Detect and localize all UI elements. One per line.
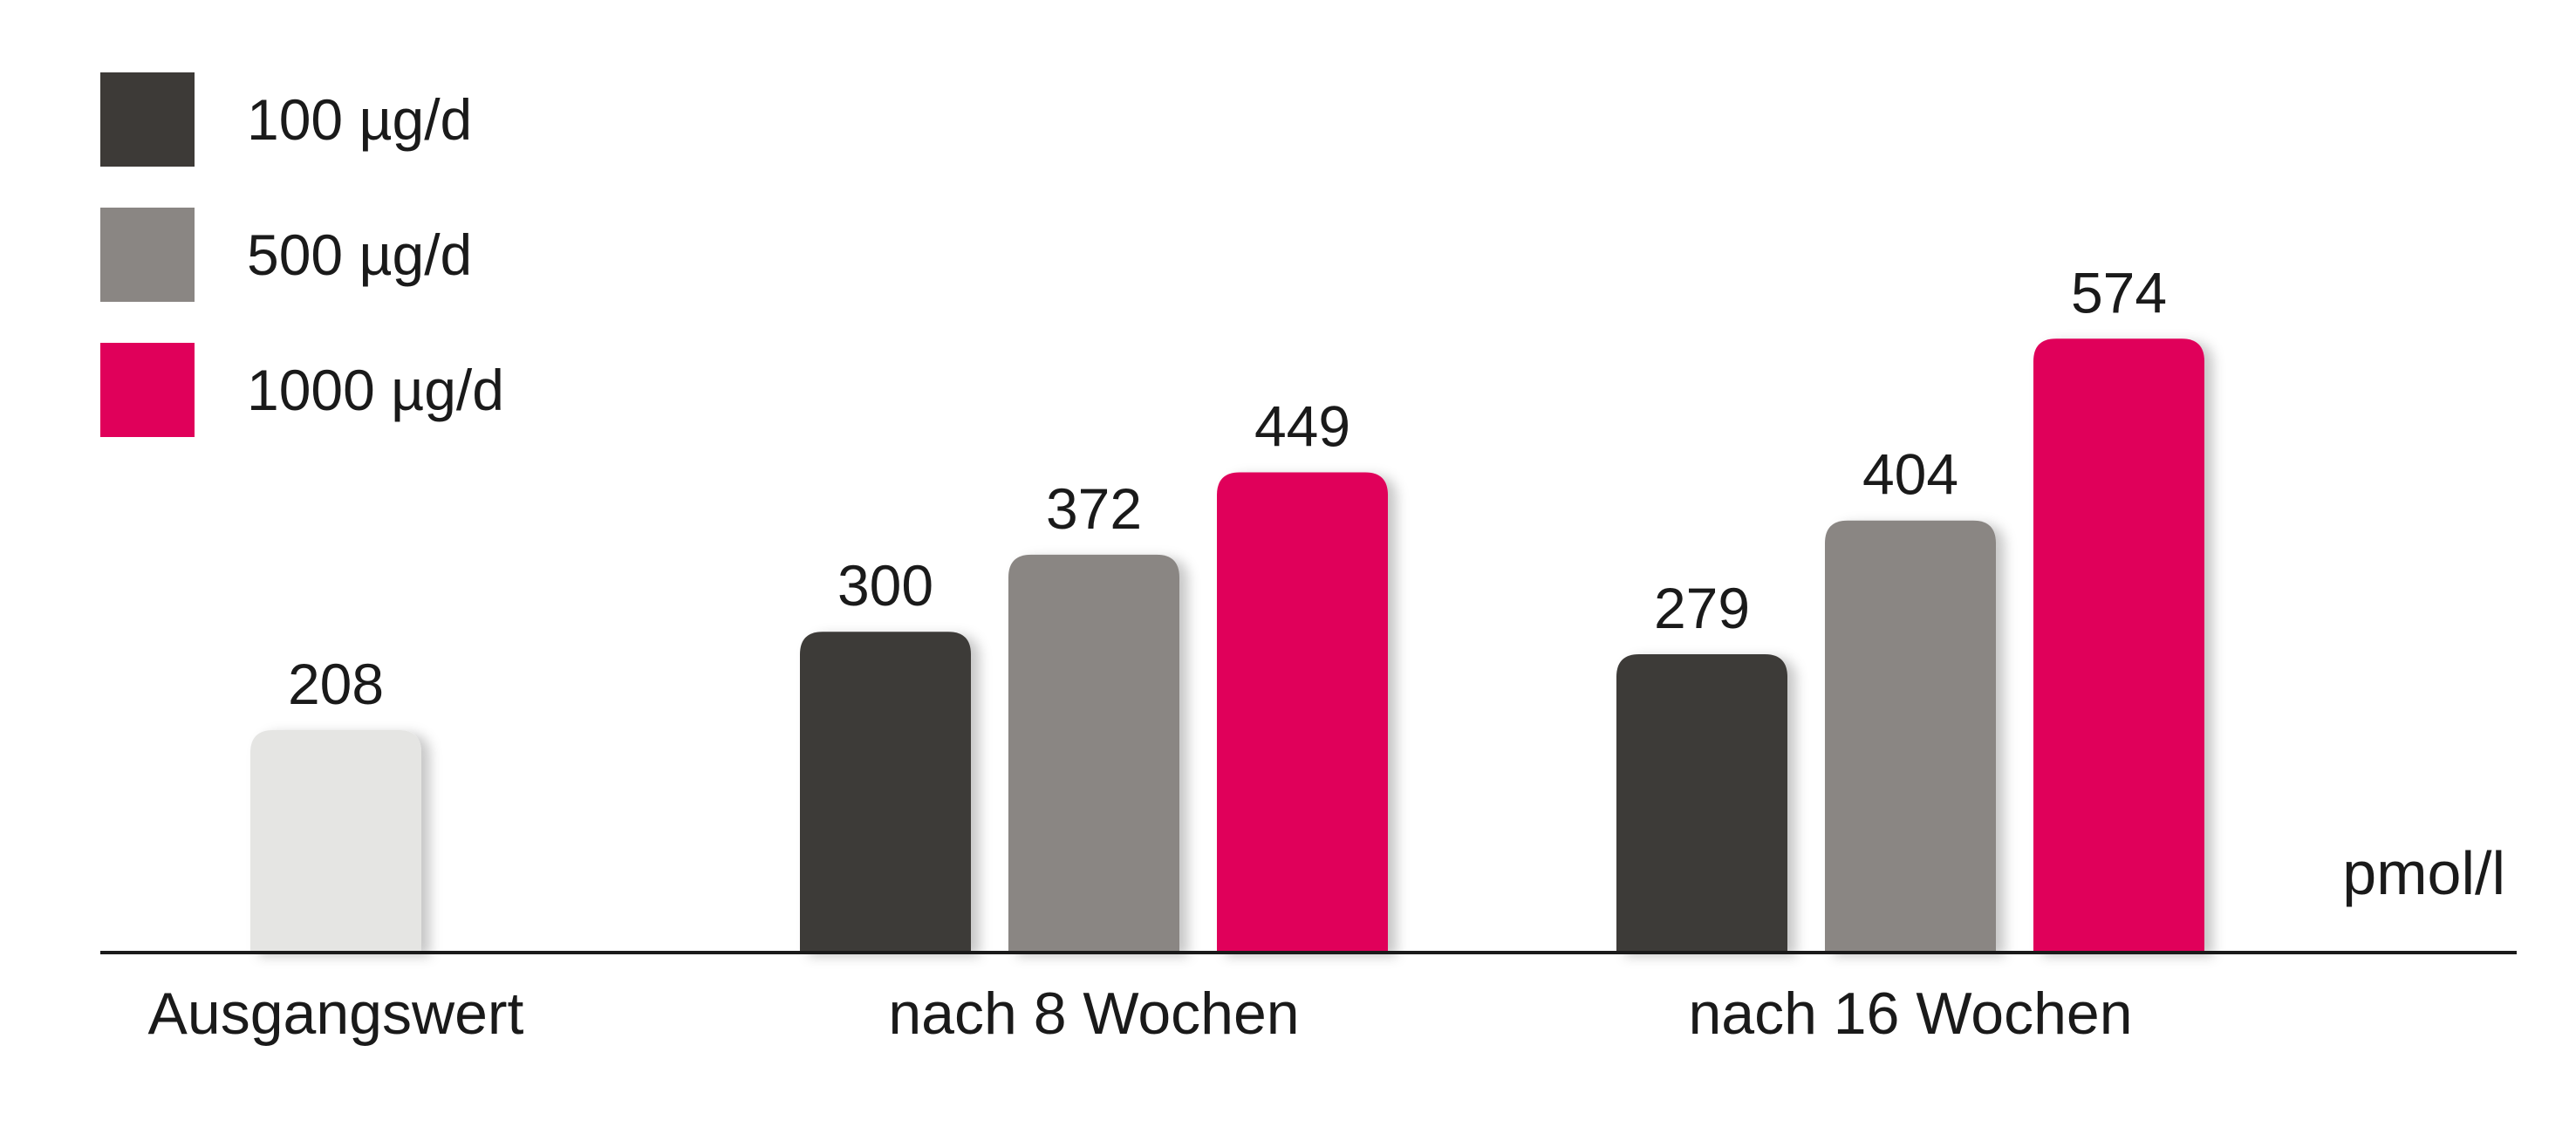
unit-label: pmol/l [2342,839,2505,907]
legend-label-500-ug-d: 500 µg/d [247,222,472,287]
bar-nach-16-wochen-1000-ug-d [2033,338,2204,953]
value-label-nach-16-wochen-500-ug-d: 404 [1862,442,1958,507]
category-labels-group: Ausgangswert nach 8 Wochen nach 16 Wochen [148,980,2133,1047]
category-label-ausgangswert: Ausgangswert [148,980,524,1047]
legend-swatch-100-ug-d [100,72,195,167]
value-label-nach-16-wochen-1000-ug-d: 574 [2071,260,2167,325]
legend-label-1000-ug-d: 1000 µg/d [247,358,504,422]
value-label-nach-16-wochen-100-ug-d: 279 [1654,576,1750,640]
value-labels-group: 208 300 372 449 279 404 574 [288,260,2167,716]
bar-ausgangswert-baseline [250,729,421,953]
bar-nach-16-wochen-500-ug-d [1825,520,1996,953]
value-label-nach-8-wochen-100-ug-d: 300 [837,553,933,618]
bar-nach-16-wochen-100-ug-d [1616,653,1787,953]
bar-nach-8-wochen-500-ug-d [1008,554,1179,953]
bar-nach-8-wochen-100-ug-d [800,632,971,953]
legend: 100 µg/d 500 µg/d 1000 µg/d [100,72,504,437]
bars-group [250,338,2204,953]
legend-swatch-1000-ug-d [100,343,195,437]
category-label-nach-16-wochen: nach 16 Wochen [1688,980,2132,1047]
legend-label-100-ug-d: 100 µg/d [247,87,472,152]
value-label-ausgangswert-baseline: 208 [288,652,384,716]
category-label-nach-8-wochen: nach 8 Wochen [888,980,1299,1047]
value-label-nach-8-wochen-500-ug-d: 372 [1046,476,1142,541]
bar-nach-8-wochen-1000-ug-d [1217,472,1388,953]
value-label-nach-8-wochen-1000-ug-d: 449 [1254,394,1350,459]
legend-swatch-500-ug-d [100,208,195,302]
